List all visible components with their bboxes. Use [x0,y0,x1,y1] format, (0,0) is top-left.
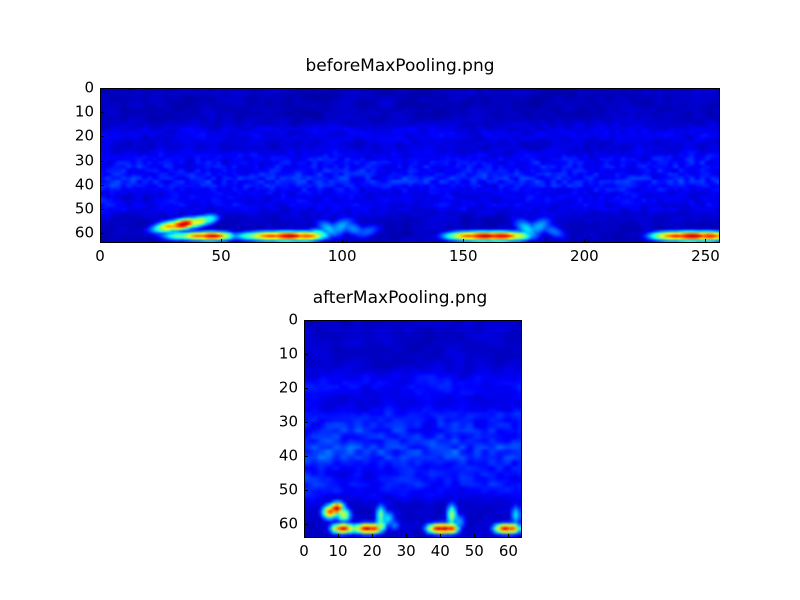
x-tick-label: 100 [327,247,357,265]
y-tick-label: 20 [74,126,94,145]
y-tick-label: 10 [74,102,94,121]
y-tick-label: 20 [278,378,298,397]
x-tick-mark [304,534,305,538]
heatmap-before-max-pooling [100,88,720,243]
y-tick-mark [304,320,308,321]
y-tick-mark [100,209,104,211]
x-tick-label: 20 [362,542,382,560]
x-tick-label: 200 [570,247,599,265]
x-tick-mark [508,534,510,538]
x-tick-mark [221,239,223,243]
x-tick-mark [372,534,374,538]
y-tick-mark [100,233,104,235]
y-tick-mark [304,524,308,526]
heatmap-canvas-before [101,89,719,242]
heatmap-after-max-pooling [304,320,522,538]
x-tick-label: 30 [396,542,416,560]
y-tick-label: 40 [278,446,298,465]
x-tick-mark [705,239,707,243]
x-tick-label: 50 [211,247,231,265]
x-tick-mark [100,239,101,243]
chart-title-after: afterMaxPooling.png [312,288,488,308]
y-tick-label: 50 [278,480,298,499]
y-tick-mark [304,354,308,356]
x-tick-mark [338,534,340,538]
y-tick-mark [304,456,308,458]
y-tick-label: 0 [288,310,298,329]
x-tick-mark [440,534,442,538]
x-tick-label: 150 [448,247,478,265]
y-tick-mark [100,136,104,138]
x-tick-label: 10 [328,542,348,560]
x-tick-label: 250 [691,247,720,265]
heatmap-canvas-after [305,321,521,537]
x-tick-mark [463,239,465,243]
y-tick-label: 60 [74,223,94,242]
axes-after-max-pooling: afterMaxPooling.png 0 10 20 30 40 50 60 0 10 20 30… [0,290,800,600]
y-tick-label: 50 [74,199,94,218]
x-tick-mark [342,239,344,243]
x-tick-mark [406,534,408,538]
x-tick-label: 0 [299,542,309,560]
y-tick-mark [100,88,104,89]
y-tick-label: 40 [74,175,94,194]
y-tick-mark [100,184,104,186]
x-tick-label: 0 [95,247,105,265]
y-tick-label: 0 [84,78,94,97]
x-tick-label: 50 [464,542,484,560]
y-tick-mark [304,388,308,390]
y-tick-label: 30 [74,151,94,170]
y-tick-mark [100,112,104,114]
y-tick-label: 60 [278,514,298,533]
x-tick-label: 60 [498,542,518,560]
axes-before-max-pooling: beforeMaxPooling.png 0 50 100 150 200 250 0 10 2… [0,0,800,290]
chart-title-before: beforeMaxPooling.png [305,56,495,76]
y-tick-mark [100,160,104,162]
y-tick-mark [304,490,308,492]
x-tick-mark [474,534,476,538]
y-tick-mark [304,422,308,424]
y-tick-label: 30 [278,412,298,431]
y-tick-label: 10 [278,344,298,363]
x-tick-label: 40 [430,542,450,560]
x-tick-mark [584,239,586,243]
